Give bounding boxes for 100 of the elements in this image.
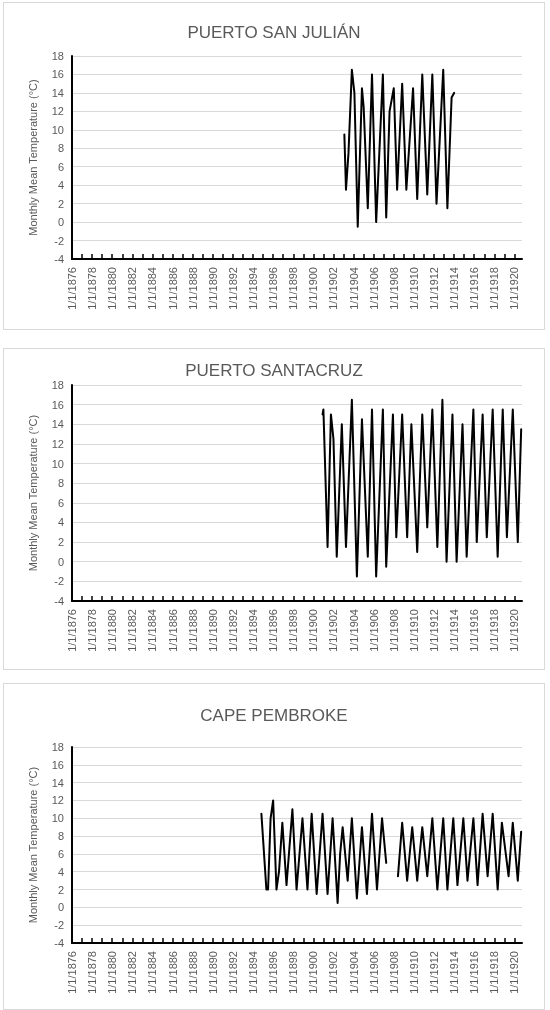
x-tick-label: 1/1/1920 — [508, 267, 521, 310]
y-axis-title: Monthly Mean Temperature (°C) — [26, 414, 39, 572]
x-tick-label: 1/1/1918 — [488, 267, 501, 310]
x-tick-label: 1/1/1888 — [186, 609, 199, 652]
y-tick-label: 12 — [51, 794, 64, 807]
y-tick-label: 8 — [57, 830, 64, 843]
y-axis-title: Monthly Mean Temperature (°C) — [26, 79, 39, 236]
y-tick-label: 6 — [57, 160, 64, 173]
x-tick-label: 1/1/1882 — [126, 609, 139, 652]
x-tick-label: 1/1/1888 — [186, 951, 199, 994]
y-tick-label: 14 — [51, 776, 64, 789]
x-tick-label: 1/1/1886 — [166, 951, 179, 994]
x-tick-label: 1/1/1914 — [448, 951, 461, 994]
x-tick-label: 1/1/1916 — [468, 609, 481, 652]
y-tick-label: 14 — [51, 418, 64, 431]
y-tick-label: 0 — [57, 901, 64, 914]
x-tick-label: 1/1/1906 — [367, 609, 380, 652]
x-tick-label: 1/1/1918 — [488, 609, 501, 652]
y-tick-label: 2 — [57, 197, 64, 210]
x-tick-label: 1/1/1916 — [468, 267, 481, 310]
y-tick-label: 8 — [57, 477, 64, 490]
x-tick-label: 1/1/1910 — [407, 951, 420, 994]
y-tick-label: 12 — [51, 437, 64, 450]
x-tick-label: 1/1/1894 — [247, 267, 260, 310]
x-tick-label: 1/1/1878 — [86, 267, 99, 310]
x-tick-label: 1/1/1904 — [347, 951, 360, 994]
x-tick-label: 1/1/1890 — [206, 609, 219, 652]
x-tick-label: 1/1/1902 — [327, 267, 340, 310]
x-tick-label: 1/1/1900 — [307, 951, 320, 994]
line-series — [343, 68, 456, 228]
y-tick-label: 14 — [51, 86, 64, 99]
x-tick-label: 1/1/1908 — [387, 609, 400, 652]
y-tick-label: 16 — [51, 758, 64, 771]
x-tick-label: 1/1/1884 — [146, 609, 159, 652]
x-tick-label: 1/1/1890 — [206, 951, 219, 994]
x-tick-label: 1/1/1894 — [247, 951, 260, 994]
x-tick-label: 1/1/1876 — [66, 951, 78, 994]
x-tick-label: 1/1/1910 — [407, 267, 420, 310]
y-tick-label: 2 — [57, 883, 64, 896]
x-tick-label: 1/1/1912 — [428, 609, 440, 652]
x-tick-label: 1/1/1884 — [146, 951, 159, 994]
x-tick-label: 1/1/1884 — [146, 267, 159, 310]
x-tick-label: 1/1/1886 — [166, 267, 179, 310]
y-tick-label: -4 — [54, 937, 64, 949]
chart-title: PUERTO SANTACRUZ — [185, 361, 363, 380]
x-tick-label: 1/1/1886 — [166, 609, 179, 652]
x-tick-label: 1/1/1902 — [327, 609, 340, 652]
y-tick-label: 10 — [51, 123, 64, 136]
x-tick-label: 1/1/1920 — [508, 951, 521, 994]
x-tick-label: 1/1/1876 — [66, 609, 78, 652]
x-tick-label: 1/1/1892 — [226, 609, 239, 652]
y-tick-label: 10 — [51, 812, 64, 825]
y-tick-label: 18 — [51, 50, 64, 62]
line-series — [321, 398, 523, 578]
x-tick-label: 1/1/1882 — [126, 267, 139, 310]
x-tick-label: 1/1/1910 — [407, 609, 420, 652]
x-tick-label: 1/1/1880 — [106, 609, 119, 652]
y-tick-label: 16 — [51, 68, 64, 81]
x-tick-label: 1/1/1918 — [488, 951, 501, 994]
x-tick-label: 1/1/1912 — [428, 267, 440, 310]
y-tick-label: 18 — [51, 741, 64, 753]
x-tick-label: 1/1/1908 — [387, 267, 400, 310]
x-tick-label: 1/1/1914 — [448, 267, 461, 310]
x-tick-label: 1/1/1894 — [247, 609, 260, 652]
x-tick-label: 1/1/1878 — [86, 951, 99, 994]
x-tick-label: 1/1/1896 — [267, 267, 280, 310]
x-tick-label: 1/1/1896 — [267, 951, 280, 994]
y-tick-label: 12 — [51, 105, 64, 118]
y-tick-label: 6 — [57, 496, 64, 509]
chart-title: PUERTO SAN JULIÁN — [187, 23, 361, 42]
x-tick-label: 1/1/1904 — [347, 267, 360, 310]
x-tick-label: 1/1/1892 — [226, 951, 239, 994]
x-tick-label: 1/1/1880 — [106, 267, 119, 310]
x-tick-label: 1/1/1898 — [287, 267, 300, 310]
y-tick-label: 0 — [57, 555, 64, 568]
x-tick-label: 1/1/1906 — [367, 267, 380, 310]
y-tick-label: 0 — [57, 216, 64, 229]
x-tick-label: 1/1/1902 — [327, 951, 340, 994]
y-tick-label: -2 — [54, 234, 64, 247]
x-tick-label: 1/1/1908 — [387, 951, 400, 994]
x-tick-label: 1/1/1904 — [347, 609, 360, 652]
x-tick-label: 1/1/1876 — [66, 267, 78, 310]
x-tick-label: 1/1/1912 — [428, 951, 440, 994]
x-tick-label: 1/1/1880 — [106, 951, 119, 994]
y-tick-label: 10 — [51, 457, 64, 470]
y-tick-label: 4 — [57, 516, 64, 529]
y-tick-label: -4 — [54, 595, 64, 607]
y-tick-label: 16 — [51, 398, 64, 411]
y-tick-label: 18 — [51, 379, 64, 391]
x-tick-label: 1/1/1878 — [86, 609, 99, 652]
y-tick-label: 8 — [57, 142, 64, 155]
x-tick-label: 1/1/1906 — [367, 951, 380, 994]
y-tick-label: 4 — [57, 179, 64, 192]
x-tick-label: 1/1/1882 — [126, 951, 139, 994]
y-tick-label: -4 — [54, 253, 64, 265]
y-tick-label: -2 — [54, 575, 64, 588]
x-tick-label: 1/1/1916 — [468, 951, 481, 994]
x-tick-label: 1/1/1900 — [307, 267, 320, 310]
x-tick-label: 1/1/1888 — [186, 267, 199, 310]
x-tick-label: 1/1/1914 — [448, 609, 461, 652]
